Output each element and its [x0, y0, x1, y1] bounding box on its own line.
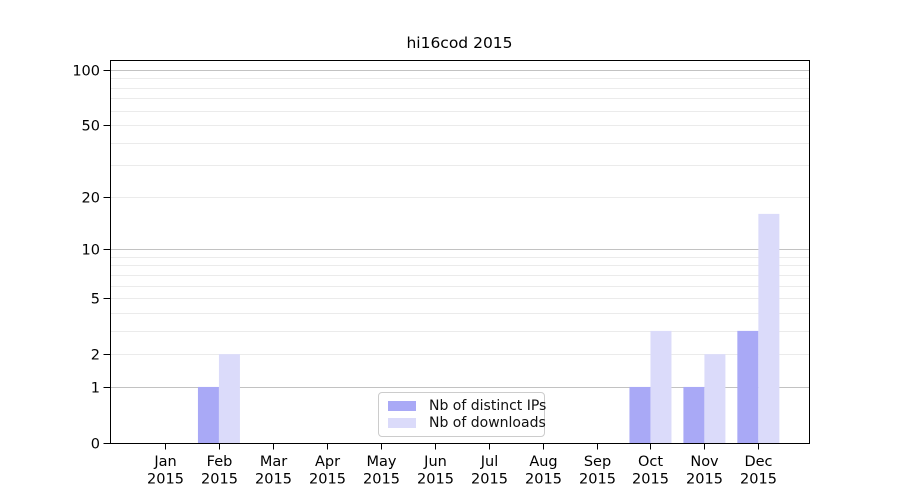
legend-swatch-downloads — [388, 418, 416, 429]
x-tick-label-month: Nov — [690, 454, 719, 470]
legend-item-distinct-ips: Nb of distinct IPs — [388, 398, 546, 414]
x-tick-label-year: 2015 — [255, 472, 292, 488]
x-tick-label-month: Jul — [480, 454, 499, 470]
bar-downloads-dec-2015 — [758, 213, 780, 443]
plot-border — [110, 60, 810, 444]
legend-label-distinct-ips: Nb of distinct IPs — [429, 397, 547, 414]
y-tick-label: 10 — [82, 243, 100, 259]
bar-distinct-ips-dec-2015 — [737, 330, 759, 443]
x-tick-label-year: 2015 — [525, 472, 562, 488]
x-tick-label-month: Aug — [529, 454, 557, 470]
x-tick-label-year: 2015 — [686, 472, 723, 488]
y-tick-label: 100 — [72, 64, 100, 80]
x-tick-label-month: Apr — [315, 454, 340, 470]
legend-box: Nb of distinct IPs Nb of downloads — [378, 392, 546, 437]
x-tick-label-year: 2015 — [309, 472, 346, 488]
y-tick-label: 1 — [91, 381, 100, 397]
x-tick-label-year: 2015 — [417, 472, 454, 488]
x-tick-label-year: 2015 — [363, 472, 400, 488]
x-tick-label-year: 2015 — [740, 472, 777, 488]
x-tick-label-year: 2015 — [471, 472, 508, 488]
bar-distinct-ips-oct-2015 — [629, 386, 651, 443]
y-tick-label: 50 — [82, 119, 100, 135]
bar-downloads-nov-2015 — [704, 354, 726, 443]
bar-distinct-ips-nov-2015 — [683, 386, 705, 443]
x-tick-label-year: 2015 — [632, 472, 669, 488]
bar-distinct-ips-feb-2015 — [197, 386, 219, 443]
y-tick-label: 2 — [91, 348, 100, 364]
x-tick-label-year: 2015 — [579, 472, 616, 488]
x-tick-label-month: Jun — [423, 454, 447, 470]
bar-downloads-feb-2015 — [218, 354, 240, 443]
chart-title: hi16cod 2015 — [406, 34, 513, 52]
x-tick-label-month: Dec — [744, 454, 772, 470]
x-tick-label-month: Oct — [638, 454, 663, 470]
y-tick-label: 20 — [82, 191, 100, 207]
x-tick-label-year: 2015 — [147, 472, 184, 488]
x-tick-label-month: May — [367, 454, 397, 470]
bar-downloads-oct-2015 — [650, 330, 672, 443]
y-tick-label: 0 — [91, 437, 100, 453]
legend-label-downloads: Nb of downloads — [429, 415, 546, 432]
x-tick-label-month: Feb — [207, 454, 233, 470]
y-tick-label: 5 — [91, 292, 100, 308]
x-tick-label-month: Sep — [584, 454, 611, 470]
legend-item-downloads: Nb of downloads — [388, 415, 546, 431]
legend-swatch-distinct-ips — [388, 400, 416, 411]
x-tick-label-month: Mar — [260, 454, 287, 470]
x-tick-label-year: 2015 — [201, 472, 238, 488]
x-tick-label-month: Jan — [153, 454, 176, 470]
